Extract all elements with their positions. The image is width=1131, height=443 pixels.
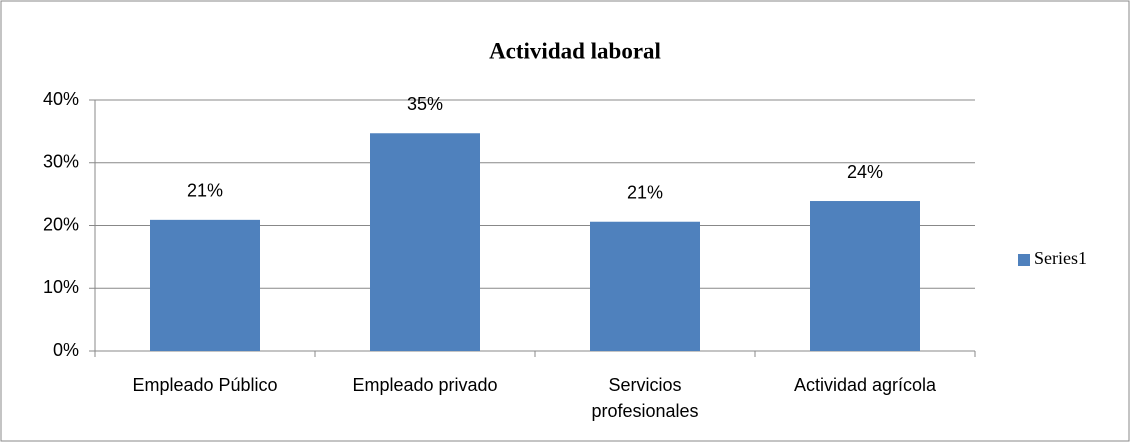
bar xyxy=(590,221,700,351)
data-label: 35% xyxy=(407,94,443,114)
y-tick-label: 40% xyxy=(43,89,79,109)
y-tick-label: 20% xyxy=(43,214,79,234)
y-tick-label: 30% xyxy=(43,152,79,172)
x-tick-label: Actividad agrícola xyxy=(793,375,937,395)
legend-label: Series1 xyxy=(1034,248,1087,268)
bar xyxy=(150,219,260,351)
x-tick-label: Empleado Público xyxy=(132,375,278,395)
data-label: 21% xyxy=(187,181,223,201)
legend-swatch xyxy=(1018,254,1030,266)
chart-title: Actividad laboral xyxy=(489,38,661,63)
data-label: 24% xyxy=(847,162,883,182)
y-tick-label: 0% xyxy=(53,340,79,360)
data-label: 21% xyxy=(627,182,663,202)
bar xyxy=(810,201,920,351)
x-tick-label: Servicios profesionales xyxy=(591,375,699,421)
x-tick-label: Empleado privado xyxy=(352,375,498,395)
y-tick-label: 10% xyxy=(43,277,79,297)
bar xyxy=(370,133,480,351)
